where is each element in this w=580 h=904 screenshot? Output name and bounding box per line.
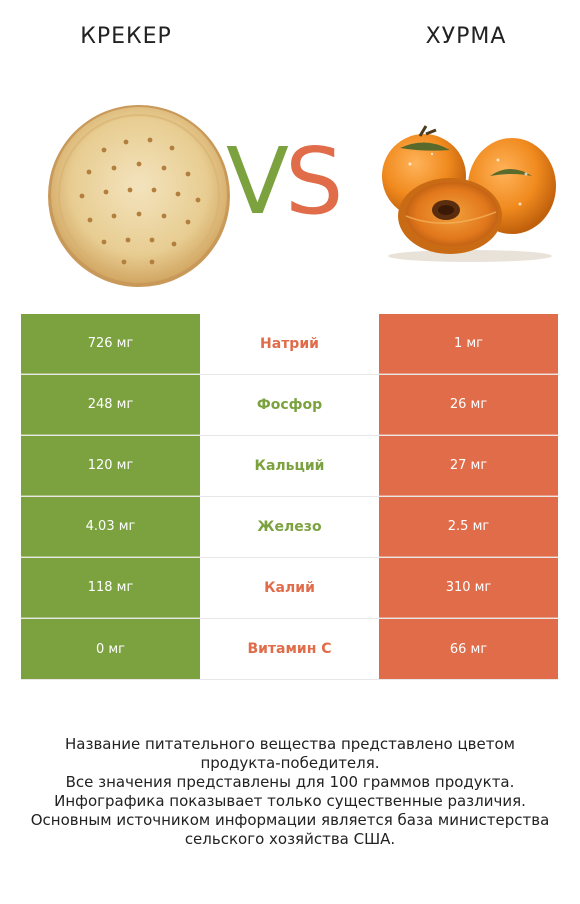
table-row: 118 мг Калий 310 мг [21, 558, 558, 619]
right-value: 26 мг [379, 375, 558, 435]
left-value: 0 мг [21, 619, 200, 679]
vs-v-letter: V [226, 128, 289, 235]
vs-label: VS [226, 132, 343, 232]
table-row: 726 мг Натрий 1 мг [21, 314, 558, 375]
footer-line: сельского хозяйства США. [184, 830, 396, 848]
table-row: 248 мг Фосфор 26 мг [21, 375, 558, 436]
footer-line: Инфографика показывает только существенн… [54, 792, 526, 810]
right-value: 66 мг [379, 619, 558, 679]
nutrient-name: Витамин C [200, 619, 379, 679]
footer-line: Все значения представлены для 100 граммо… [65, 773, 515, 791]
footer-notes: Название питательного вещества представл… [0, 735, 580, 849]
nutrient-name: Кальций [200, 436, 379, 496]
cracker-image [48, 105, 230, 287]
vs-s-letter: S [284, 128, 343, 235]
right-product-title: ХУРМА [425, 24, 507, 49]
left-product-title: КРЕКЕР [80, 24, 172, 49]
nutrient-name: Железо [200, 497, 379, 557]
comparison-table: 726 мг Натрий 1 мг 248 мг Фосфор 26 мг 1… [21, 314, 558, 680]
left-value: 120 мг [21, 436, 200, 496]
persimmon-image [382, 125, 556, 262]
table-row: 120 мг Кальций 27 мг [21, 436, 558, 497]
table-row: 4.03 мг Железо 2.5 мг [21, 497, 558, 558]
left-value: 118 мг [21, 558, 200, 618]
right-value: 1 мг [379, 314, 558, 374]
table-row: 0 мг Витамин C 66 мг [21, 619, 558, 680]
footer-line: Основным источником информации является … [30, 811, 550, 829]
nutrient-name: Фосфор [200, 375, 379, 435]
nutrient-name: Натрий [200, 314, 379, 374]
footer-line: продукта-победителя. [200, 754, 380, 772]
nutrient-name: Калий [200, 558, 379, 618]
left-value: 726 мг [21, 314, 200, 374]
footer-line: Название питательного вещества представл… [65, 735, 515, 753]
right-value: 2.5 мг [379, 497, 558, 557]
left-value: 248 мг [21, 375, 200, 435]
right-value: 27 мг [379, 436, 558, 496]
left-value: 4.03 мг [21, 497, 200, 557]
right-value: 310 мг [379, 558, 558, 618]
